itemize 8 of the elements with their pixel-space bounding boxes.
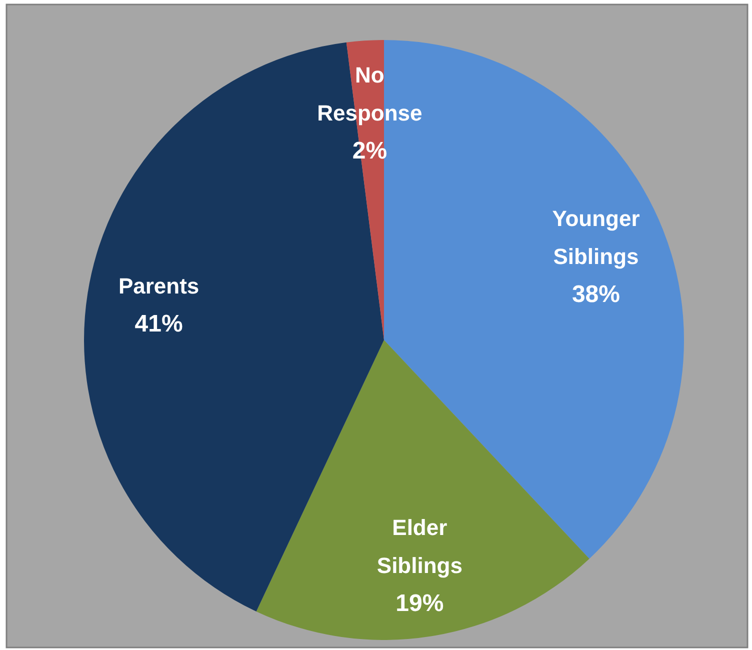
slice-label: Parents xyxy=(118,272,200,298)
slice-label: No Response xyxy=(317,62,422,125)
data-label: 41% xyxy=(134,310,183,337)
slice-label: Elder Siblings xyxy=(376,514,462,578)
data-label: 38% xyxy=(572,280,620,308)
slice-label: Younger Siblings xyxy=(552,206,640,269)
pie-slice xyxy=(256,340,590,640)
data-label: 19% xyxy=(396,590,444,617)
